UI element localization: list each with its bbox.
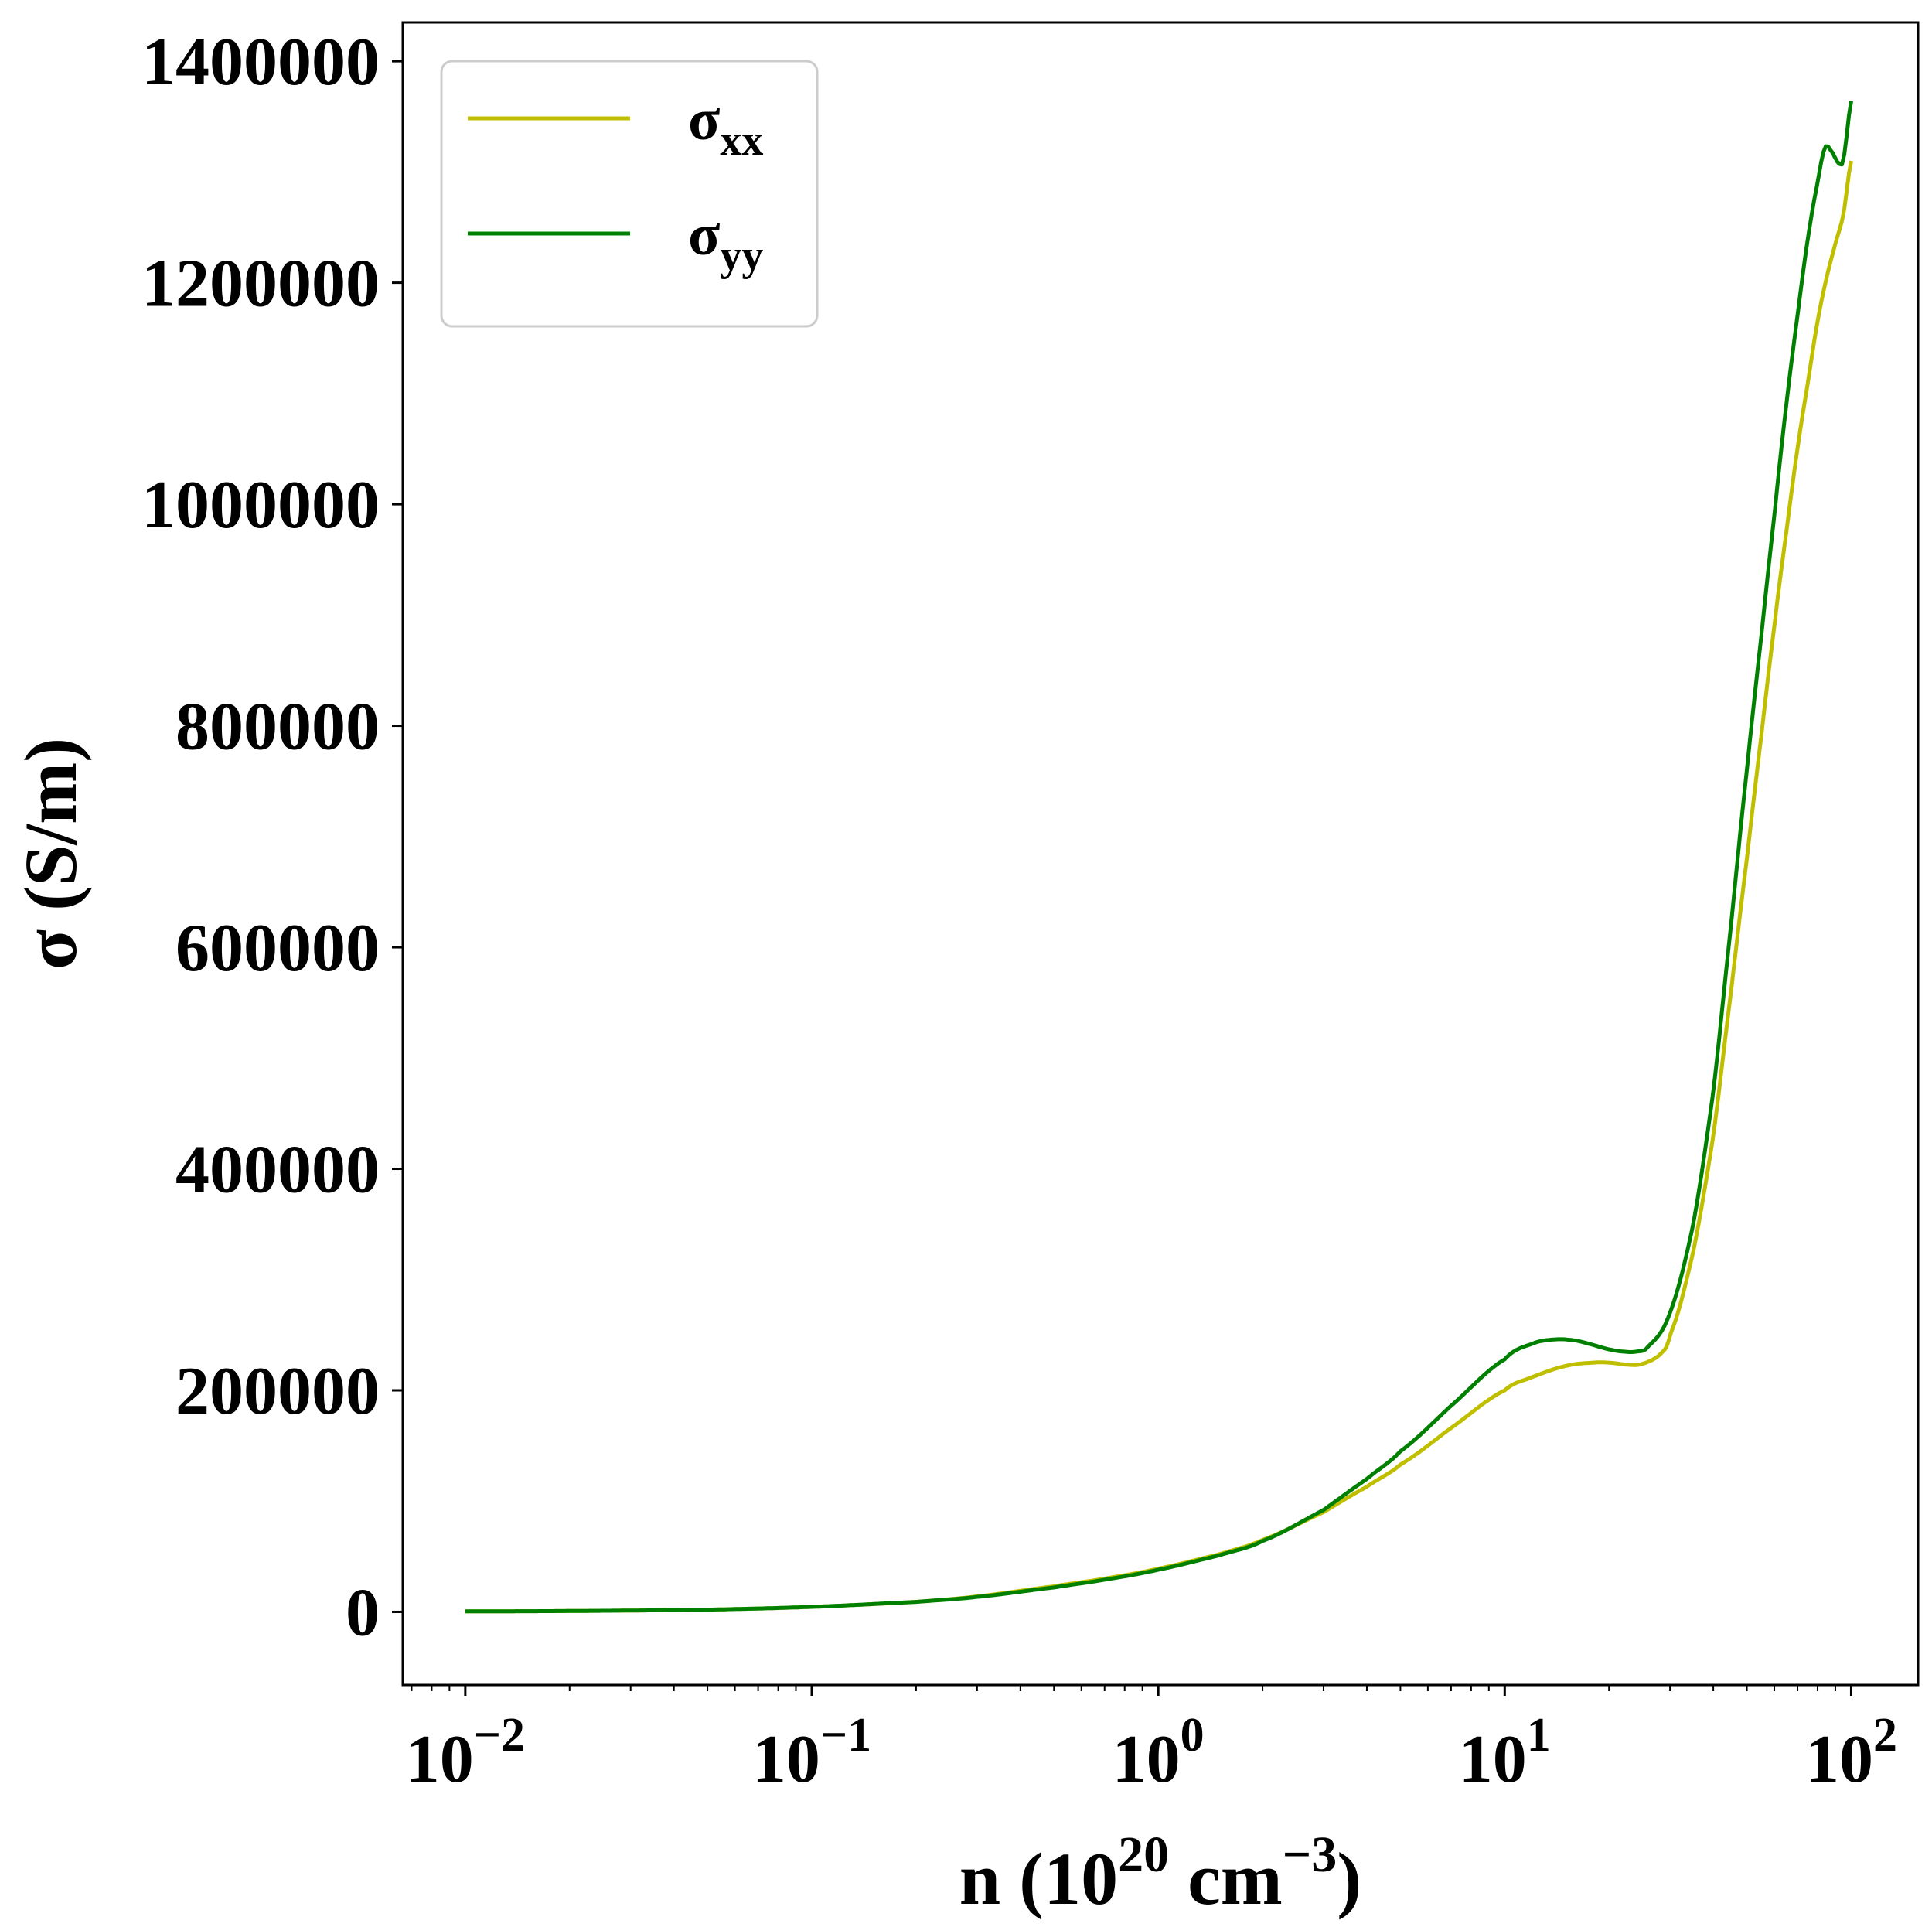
y-axis-title: σ (S/m) bbox=[9, 738, 92, 970]
x-tick-label-base-3: 10 bbox=[1459, 1722, 1527, 1797]
plot-frame bbox=[401, 21, 1920, 1687]
x-axis-title-mid: cm bbox=[1169, 1837, 1283, 1920]
legend-label-sigma-xx-base: σ bbox=[688, 87, 720, 152]
series-line-1 bbox=[465, 101, 1853, 1614]
x-tick-label-4: 102 bbox=[1805, 1709, 1897, 1797]
y-tick-label-6: 1200000 bbox=[141, 247, 380, 322]
y-tick-label-4: 800000 bbox=[175, 690, 380, 765]
y-tick-label-7: 1400000 bbox=[141, 25, 380, 100]
legend-label-sigma-xx-sub: xx bbox=[720, 117, 763, 165]
x-tick-label-2: 100 bbox=[1113, 1709, 1205, 1797]
x-axis-title-base: n (10 bbox=[959, 1837, 1118, 1920]
x-tick-label-base-1: 10 bbox=[752, 1722, 820, 1797]
x-tick-label-exp-0: −2 bbox=[474, 1709, 525, 1762]
x-axis-title-exp1: 20 bbox=[1118, 1826, 1169, 1883]
y-tick-label-3: 600000 bbox=[175, 911, 380, 986]
x-tick-label-base-0: 10 bbox=[406, 1722, 474, 1797]
y-axis: 0 200000 400000 600000 800000 1000000 1200000 1… bbox=[141, 25, 403, 1650]
x-axis: 10−2 10−1 100 101 102 bbox=[406, 1685, 1897, 1797]
x-tick-label-1: 10−1 bbox=[752, 1709, 871, 1797]
legend-box bbox=[440, 60, 819, 328]
legend: σxx σyy bbox=[440, 60, 819, 328]
y-tick-label-0: 0 bbox=[346, 1575, 380, 1650]
legend-label-sigma-xx: σxx bbox=[688, 87, 763, 165]
x-axis-title-end: ) bbox=[1337, 1837, 1361, 1920]
legend-label-sigma-yy-base: σ bbox=[688, 203, 720, 268]
y-tick-label-5: 1000000 bbox=[141, 468, 380, 543]
x-tick-label-base-2: 10 bbox=[1113, 1722, 1181, 1797]
y-tick-label-2: 400000 bbox=[175, 1133, 380, 1208]
x-tick-label-3: 101 bbox=[1459, 1709, 1551, 1797]
legend-label-sigma-yy-sub: yy bbox=[720, 232, 763, 280]
x-tick-label-0: 10−2 bbox=[406, 1709, 525, 1797]
x-tick-label-exp-4: 2 bbox=[1873, 1709, 1897, 1762]
legend-label-sigma-yy: σyy bbox=[688, 203, 763, 280]
x-axis-title: n (1020 cm−3) bbox=[959, 1826, 1362, 1920]
y-tick-label-1: 200000 bbox=[175, 1354, 380, 1429]
x-tick-label-exp-2: 0 bbox=[1181, 1709, 1205, 1762]
x-axis-title-exp2: −3 bbox=[1283, 1826, 1337, 1883]
x-tick-label-exp-3: 1 bbox=[1527, 1709, 1551, 1762]
x-tick-label-base-4: 10 bbox=[1805, 1722, 1873, 1797]
x-tick-label-exp-1: −1 bbox=[820, 1709, 871, 1762]
series-layer bbox=[465, 101, 1853, 1614]
